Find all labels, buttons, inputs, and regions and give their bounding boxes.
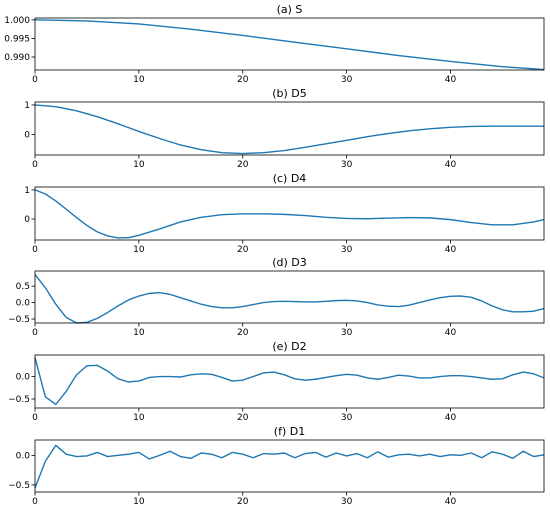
- axes-frame: [34, 17, 545, 71]
- x-tick-label: 10: [133, 75, 145, 85]
- series-line: [34, 189, 545, 239]
- y-tick-label: 1: [24, 101, 30, 111]
- x-tick-label: 30: [341, 160, 353, 170]
- x-tick-label: 0: [32, 75, 38, 85]
- x-tick-label: 20: [237, 328, 249, 338]
- x-tick-label: 0: [32, 497, 38, 507]
- axes-frame: [34, 439, 545, 493]
- x-tick-label: 10: [133, 245, 145, 255]
- series-line: [34, 19, 545, 71]
- y-tick-label: −0.5: [8, 395, 30, 405]
- x-tick-label: 40: [445, 328, 457, 338]
- panel-title: (c) D4: [273, 172, 307, 185]
- x-tick-label: 40: [445, 75, 457, 85]
- y-tick-label: 0: [24, 130, 30, 140]
- x-tick-label: 40: [445, 497, 457, 507]
- x-tick-label: 10: [133, 328, 145, 338]
- y-tick-label: 0.995: [4, 34, 30, 44]
- x-tick-label: 40: [445, 413, 457, 423]
- panel-f-d1: (f) D1 0 10 20 30 40 −0.5 0.0: [8, 425, 545, 507]
- panel-a-s: (a) S 0 10 20 30 40 0.990 0.995 1.000: [4, 3, 545, 85]
- x-tick-label: 30: [341, 413, 353, 423]
- x-tick-label: 20: [237, 497, 249, 507]
- panel-title: (f) D1: [274, 425, 305, 438]
- x-tick-label: 0: [32, 413, 38, 423]
- y-tick-label: 0: [24, 215, 30, 225]
- series-line: [34, 274, 545, 324]
- y-tick-label: 0.0: [16, 451, 31, 461]
- series-line: [34, 444, 545, 489]
- x-tick-label: 40: [445, 245, 457, 255]
- panel-d-d3: (d) D3 0 10 20 30 40 −0.5 0.0 0.5: [8, 256, 545, 338]
- x-tick-label: 10: [133, 160, 145, 170]
- x-tick-label: 20: [237, 245, 249, 255]
- x-tick-label: 20: [237, 75, 249, 85]
- y-tick-label: 1: [24, 186, 30, 196]
- axes-frame: [34, 186, 545, 241]
- series-line: [34, 104, 544, 155]
- axes-frame: [34, 354, 545, 409]
- x-tick-label: 30: [341, 245, 353, 255]
- panel-title: (a) S: [277, 3, 303, 16]
- x-tick-label: 40: [445, 160, 457, 170]
- panel-e-d2: (e) D2 0 10 20 30 40 −0.5 0.0: [8, 340, 545, 423]
- x-tick-label: 0: [32, 160, 38, 170]
- x-tick-label: 0: [32, 328, 38, 338]
- panel-b-d5: (b) D5 0 10 20 30 40 0 1: [24, 87, 545, 170]
- panel-c-d4: (c) D4 0 10 20 30 40 0 1: [24, 172, 545, 255]
- axes-frame: [34, 101, 545, 156]
- axes-frame: [34, 270, 545, 324]
- y-tick-label: 0.5: [16, 282, 30, 292]
- y-tick-label: −0.5: [8, 315, 30, 325]
- x-tick-label: 20: [237, 413, 249, 423]
- y-tick-label: 0.0: [16, 299, 31, 309]
- series-line: [34, 357, 545, 406]
- y-tick-label: 1.000: [4, 16, 30, 26]
- x-tick-label: 30: [341, 497, 353, 507]
- panel-title: (e) D2: [272, 340, 306, 353]
- y-tick-label: 0.990: [4, 53, 30, 63]
- x-tick-label: 30: [341, 75, 353, 85]
- y-tick-label: 0.0: [16, 373, 31, 383]
- x-tick-label: 10: [133, 497, 145, 507]
- y-tick-label: −0.5: [8, 481, 30, 491]
- panel-title: (b) D5: [272, 87, 307, 100]
- x-tick-label: 30: [341, 328, 353, 338]
- x-tick-label: 10: [133, 413, 145, 423]
- x-tick-label: 0: [32, 245, 38, 255]
- panel-title: (d) D3: [272, 256, 307, 269]
- x-tick-label: 20: [237, 160, 249, 170]
